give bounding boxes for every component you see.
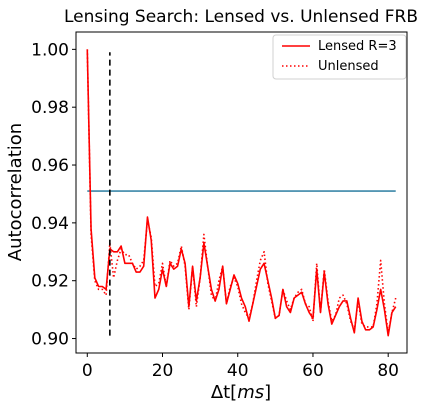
x-tick-label: 0 — [82, 361, 93, 381]
y-axis: 0.90 0.92 0.94 0.96 0.98 1.00 — [31, 40, 76, 350]
chart-title: Lensing Search: Lensed vs. Unlensed FRB — [64, 7, 418, 27]
y-tick-label: 0.92 — [31, 272, 69, 292]
x-tick-label: 20 — [152, 361, 174, 381]
legend-label-unlensed: Unlensed — [318, 59, 379, 74]
x-axis-label: Δt[ms] — [211, 382, 271, 403]
x-tick-label: 80 — [377, 361, 399, 381]
x-axis: 0 20 40 60 80 — [82, 353, 399, 381]
series-line-unlensed — [86, 49, 397, 334]
y-tick-label: 0.96 — [31, 156, 69, 176]
x-axis-label-suffix: ] — [264, 382, 271, 403]
y-tick-label: 1.00 — [31, 40, 69, 60]
legend-label-lensed: Lensed R=3 — [318, 39, 397, 54]
x-tick-label: 60 — [302, 361, 324, 381]
x-tick-label: 40 — [227, 361, 249, 381]
y-tick-label: 0.94 — [31, 214, 69, 234]
y-tick-label: 0.90 — [31, 330, 69, 350]
y-tick-label: 0.98 — [31, 98, 69, 118]
x-axis-label-prefix: Δt[ — [211, 382, 237, 403]
y-axis-label: Autocorrelation — [5, 123, 26, 261]
plot-frame — [75, 31, 408, 354]
series-line-lensed — [86, 49, 397, 337]
plot-area — [86, 49, 397, 337]
x-axis-label-unit: ms — [237, 382, 264, 403]
legend: Lensed R=3 Unlensed — [272, 34, 407, 80]
